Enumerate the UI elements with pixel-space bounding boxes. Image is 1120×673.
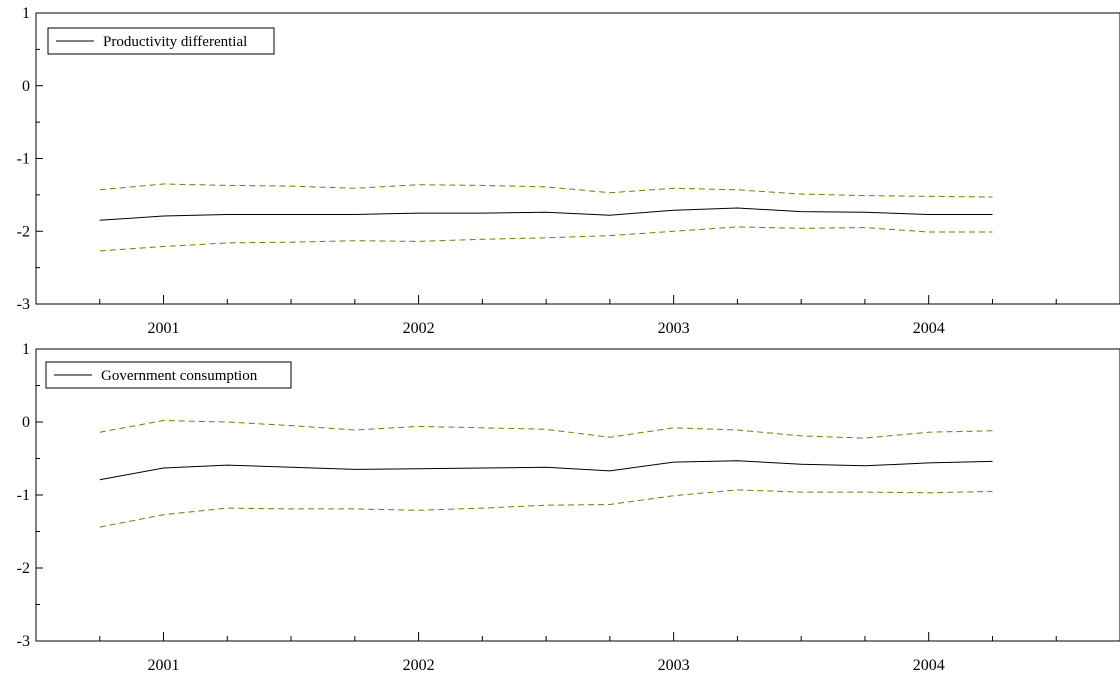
x-tick-label: 2001 — [148, 657, 180, 673]
x-tick-label: 2003 — [658, 320, 690, 337]
chart-panel-productivity-differential: 1 0 -1 -2 -3 2001 2002 2003 2004 Productivity dif… — [17, 5, 1120, 337]
upper-band-line — [99, 183, 993, 198]
y-tick-label: 0 — [22, 414, 30, 431]
y-tick-label: -3 — [17, 296, 30, 313]
y-tick-label: 1 — [22, 341, 30, 358]
upper-band-line — [99, 419, 993, 439]
lower-band-line — [99, 226, 993, 252]
x-tick-label: 2001 — [148, 320, 180, 337]
x-tick-label: 2004 — [913, 320, 945, 337]
x-tick-label: 2003 — [658, 657, 690, 673]
x-tick-label: 2004 — [913, 657, 945, 673]
y-tick-label: -2 — [17, 560, 30, 577]
series-line — [99, 207, 993, 221]
legend-label: Government consumption — [101, 368, 258, 384]
x-tick-label: 2002 — [403, 320, 435, 337]
y-tick-label: -1 — [17, 487, 30, 504]
chart-panel-government-consumption: 1 0 -1 -2 -3 2001 2002 2003 2004 Government consu… — [17, 341, 1120, 673]
plot-frame — [35, 12, 1120, 305]
lower-band-line — [99, 489, 993, 528]
y-tick-label: -1 — [17, 151, 30, 168]
y-tick-label: -3 — [17, 633, 30, 650]
y-tick-label: -2 — [17, 223, 30, 240]
y-tick-label: 1 — [22, 5, 30, 22]
y-tick-label: 0 — [22, 78, 30, 95]
plot-frame — [35, 348, 1120, 642]
legend-label: Productivity differential — [103, 34, 247, 50]
series-line — [99, 460, 993, 481]
x-tick-label: 2002 — [403, 657, 435, 673]
